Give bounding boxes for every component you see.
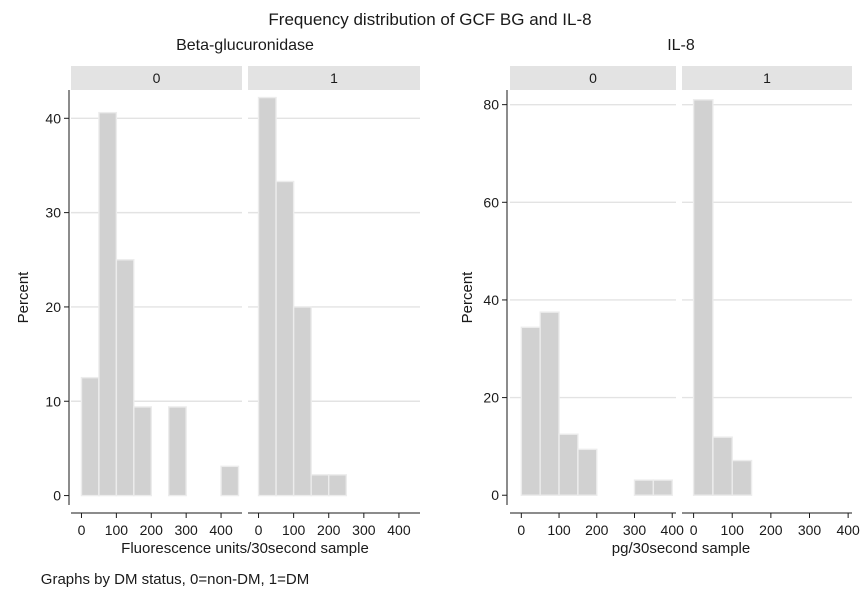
- histogram-bar: [577, 448, 598, 496]
- x-tick-label: 300: [798, 522, 822, 538]
- chart-title: Beta-glucuronidase: [176, 37, 314, 54]
- y-tick-label: 0: [491, 487, 499, 503]
- histogram-bar: [558, 433, 579, 496]
- x-tick-label: 200: [140, 522, 164, 538]
- x-tick-label: 400: [387, 522, 411, 538]
- x-tick-label: 0: [690, 522, 698, 538]
- x-tick-label: 100: [282, 522, 306, 538]
- panel-strip-label: 1: [330, 70, 338, 86]
- x-tick-label: 100: [547, 522, 571, 538]
- y-tick-label: 20: [45, 299, 61, 315]
- x-axis-label: Fluorescence units/30second sample: [121, 540, 369, 557]
- x-tick-label: 100: [105, 522, 129, 538]
- y-tick-label: 40: [483, 292, 499, 308]
- y-axis-label: Percent: [459, 271, 476, 324]
- panel-strip: [510, 66, 676, 90]
- x-axis-label: pg/30second sample: [612, 540, 750, 557]
- panel-strip: [71, 66, 242, 90]
- y-tick-label: 10: [45, 393, 61, 409]
- x-tick-label: 400: [209, 522, 233, 538]
- panel-0: 0 0 100 200 300 400: [510, 66, 684, 538]
- histogram-bar: [520, 326, 541, 496]
- figure-note: Graphs by DM status, 0=non-DM, 1=DM: [41, 571, 309, 588]
- y-tick-label: 80: [483, 97, 499, 113]
- figure-title: Frequency distribution of GCF BG and IL-…: [268, 10, 591, 29]
- histogram-bar: [275, 180, 295, 497]
- panel-strip: [682, 66, 852, 90]
- y-tick-label: 30: [45, 205, 61, 221]
- panel-1: 1 0 100 200 300 400: [682, 66, 860, 538]
- x-tick-label: 0: [255, 522, 263, 538]
- panel-strip-label: 1: [763, 70, 771, 86]
- panel-0: 0 0 100 200 300 400: [71, 66, 242, 538]
- y-tick-label: 40: [45, 110, 61, 126]
- histogram-bar: [731, 459, 753, 496]
- x-tick-label: 200: [585, 522, 609, 538]
- histogram-bar: [292, 306, 312, 497]
- x-tick-label: 400: [661, 522, 685, 538]
- panel-1: 1 0 100 200 300 400: [248, 66, 420, 538]
- panel-strip-label: 0: [153, 70, 161, 86]
- x-tick-label: 200: [317, 522, 341, 538]
- histogram-bar: [133, 406, 152, 497]
- x-tick-label: 400: [836, 522, 860, 538]
- histogram-bar: [220, 465, 240, 497]
- histogram-bar: [539, 311, 560, 496]
- histogram-bar: [692, 99, 714, 496]
- y-tick-label: 60: [483, 194, 499, 210]
- histogram-bar: [168, 406, 187, 497]
- histogram-bar: [115, 259, 135, 497]
- histogram-bar: [652, 479, 673, 496]
- histogram-bar: [80, 376, 100, 497]
- y-tick-label: 0: [53, 488, 61, 504]
- y-axis-label: Percent: [15, 271, 32, 324]
- histogram-bar: [633, 479, 655, 496]
- panel-strip-label: 0: [589, 70, 597, 86]
- x-tick-label: 0: [78, 522, 86, 538]
- x-tick-label: 300: [174, 522, 198, 538]
- x-tick-label: 300: [623, 522, 647, 538]
- x-tick-label: 0: [517, 522, 525, 538]
- chart-1: IL-8 0 20 40 60 80 Percent 0 0 100 200 300 400 1 0 100 2…: [459, 37, 860, 557]
- histogram-bar: [98, 111, 118, 497]
- histogram-bar: [310, 474, 330, 497]
- histogram-bar: [328, 474, 347, 497]
- y-tick-label: 20: [483, 390, 499, 406]
- x-tick-label: 100: [721, 522, 745, 538]
- histogram-bar: [712, 436, 733, 496]
- chart-title: IL-8: [667, 37, 695, 54]
- panel-strip: [248, 66, 420, 90]
- histogram-bar: [257, 96, 277, 497]
- x-tick-label: 200: [759, 522, 783, 538]
- x-tick-label: 300: [352, 522, 376, 538]
